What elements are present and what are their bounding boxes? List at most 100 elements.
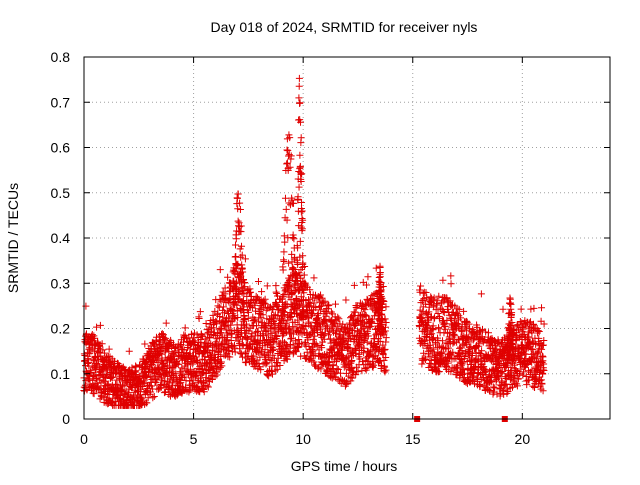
data-point xyxy=(283,160,291,168)
data-point xyxy=(435,325,443,333)
data-point xyxy=(258,288,266,296)
x-tick-label: 5 xyxy=(190,431,198,447)
data-point xyxy=(327,308,335,316)
data-point xyxy=(280,308,288,316)
x-axis-label: GPS time / hours xyxy=(291,458,398,474)
data-point xyxy=(434,309,442,317)
data-point xyxy=(125,347,133,355)
data-point xyxy=(312,304,320,312)
y-tick-label: 0 xyxy=(62,411,70,427)
data-point xyxy=(270,312,278,320)
data-point xyxy=(90,390,98,398)
data-point xyxy=(311,361,319,369)
data-point xyxy=(269,324,277,332)
data-point xyxy=(459,358,467,366)
data-point xyxy=(228,305,236,313)
data-point xyxy=(309,328,317,336)
data-point xyxy=(234,313,242,321)
data-point xyxy=(292,348,300,356)
data-point xyxy=(530,304,538,312)
data-point xyxy=(99,346,107,354)
data-point xyxy=(196,374,204,382)
data-point xyxy=(256,310,264,318)
data-point xyxy=(317,291,325,299)
data-point xyxy=(224,331,232,339)
data-point xyxy=(218,325,226,333)
data-point xyxy=(429,334,437,342)
data-point xyxy=(232,252,240,260)
data-point xyxy=(189,352,197,360)
data-point xyxy=(172,370,180,378)
x-tick-label: 0 xyxy=(80,431,88,447)
data-point xyxy=(203,382,211,390)
data-point xyxy=(429,345,437,353)
data-point xyxy=(441,325,449,333)
data-point xyxy=(315,314,323,322)
data-point xyxy=(349,369,357,377)
data-point xyxy=(216,266,224,274)
data-point xyxy=(382,366,390,374)
data-point xyxy=(318,344,326,352)
data-point xyxy=(176,342,184,350)
data-point xyxy=(499,305,507,313)
chart-title: Day 018 of 2024, SRMTID for receiver nyl… xyxy=(211,19,478,35)
data-point xyxy=(217,353,225,361)
data-point xyxy=(262,360,270,368)
y-axis-label: SRMTID / TECUs xyxy=(5,183,21,293)
data-point xyxy=(328,325,336,333)
data-point xyxy=(288,289,296,297)
data-point xyxy=(241,255,249,263)
data-point xyxy=(162,319,170,327)
data-point xyxy=(103,354,111,362)
data-point xyxy=(284,147,292,155)
data-point xyxy=(149,394,157,402)
data-point xyxy=(364,273,372,281)
data-point xyxy=(295,74,303,82)
data-point xyxy=(155,365,163,373)
data-point xyxy=(350,281,358,289)
data-point xyxy=(188,330,196,338)
data-point xyxy=(447,368,455,376)
data-point xyxy=(161,377,169,385)
data-point xyxy=(461,353,469,361)
data-point xyxy=(105,345,113,353)
data-point xyxy=(265,372,273,380)
data-point xyxy=(141,340,149,348)
data-point xyxy=(198,331,206,339)
data-point xyxy=(266,316,274,324)
y-tick-label: 0.7 xyxy=(51,94,71,110)
data-point xyxy=(272,288,280,296)
data-point xyxy=(296,237,304,245)
data-point xyxy=(519,371,527,379)
data-point xyxy=(331,330,339,338)
data-point xyxy=(140,379,148,387)
data-point xyxy=(382,353,390,361)
data-point xyxy=(182,383,190,391)
data-point xyxy=(259,311,267,319)
data-point xyxy=(91,334,99,342)
data-point xyxy=(231,314,239,322)
data-point xyxy=(273,365,281,373)
data-point xyxy=(464,335,472,343)
data-point xyxy=(271,328,279,336)
data-point xyxy=(101,349,109,357)
data-point xyxy=(263,282,271,290)
data-point xyxy=(449,348,457,356)
data-point xyxy=(310,299,318,307)
data-point xyxy=(320,335,328,343)
data-point xyxy=(143,373,151,381)
data-point xyxy=(236,345,244,353)
data-point xyxy=(343,380,351,388)
data-point xyxy=(168,384,176,392)
data-point xyxy=(517,305,525,313)
y-tick-label: 0.3 xyxy=(51,275,71,291)
data-point xyxy=(201,353,209,361)
data-point xyxy=(254,348,262,356)
data-point xyxy=(221,290,229,298)
data-point xyxy=(335,315,343,323)
data-point xyxy=(121,365,129,373)
data-point xyxy=(465,320,473,328)
data-point xyxy=(133,381,141,389)
data-point xyxy=(156,370,164,378)
